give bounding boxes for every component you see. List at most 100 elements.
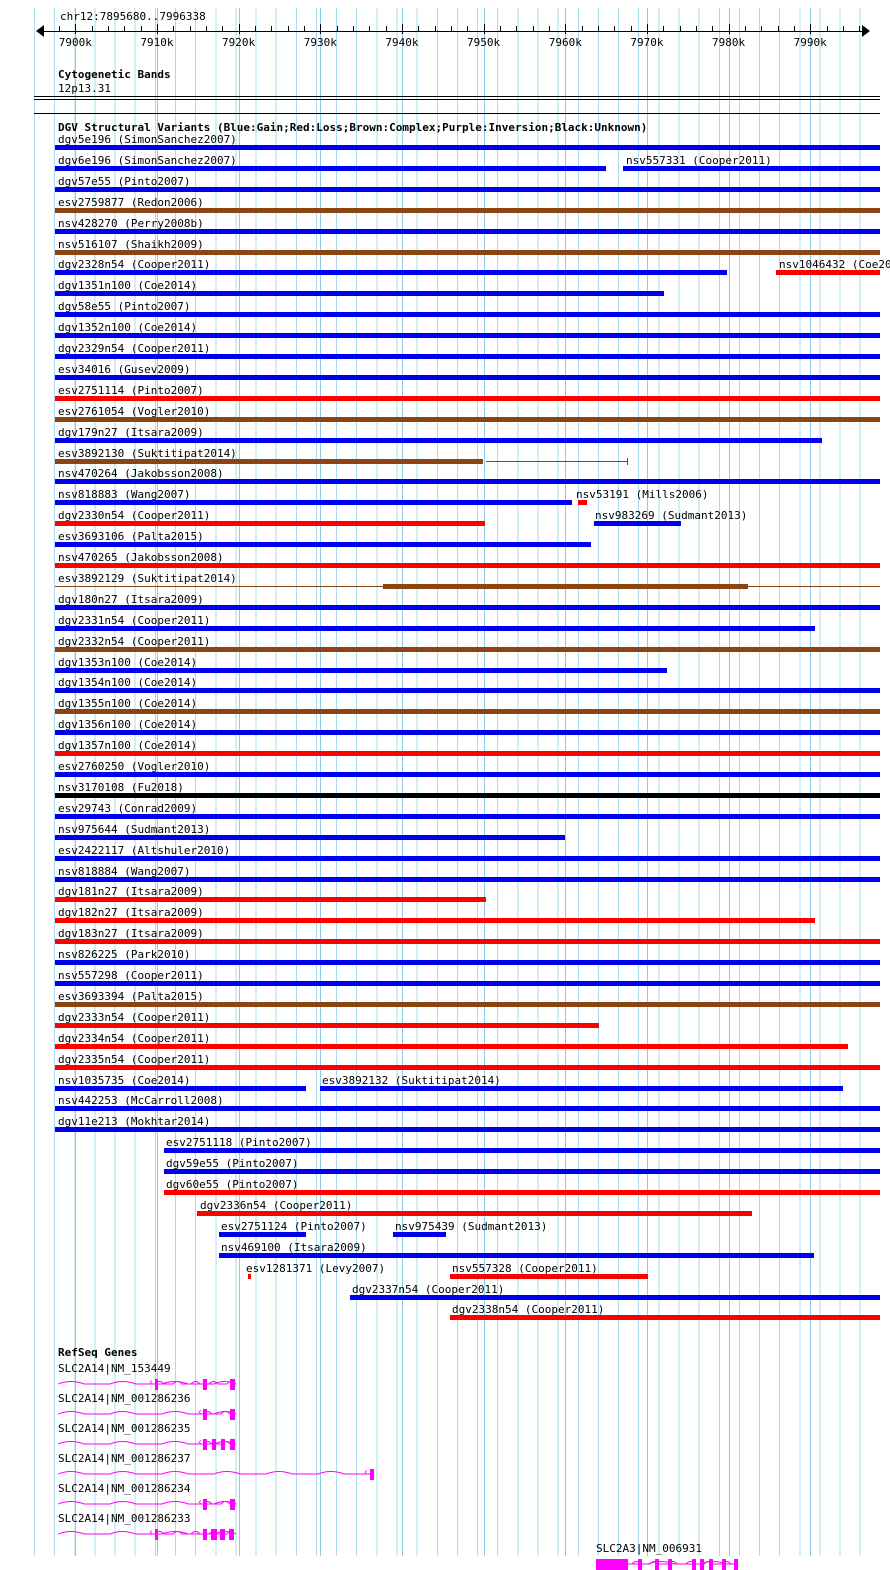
variant-bar[interactable] <box>55 563 880 568</box>
gene-exon[interactable] <box>722 1559 726 1570</box>
variant-bar[interactable] <box>55 1085 306 1091</box>
variant-bar[interactable] <box>55 939 880 945</box>
variant-bar[interactable] <box>55 1043 848 1049</box>
gene-exon[interactable] <box>211 1529 217 1540</box>
variant-bar[interactable] <box>55 876 880 882</box>
variant-bar[interactable] <box>55 416 880 422</box>
variant-bar[interactable] <box>55 604 880 610</box>
gene-exon[interactable] <box>230 1439 235 1450</box>
variant-bar[interactable] <box>55 270 727 276</box>
gene-exon[interactable] <box>155 1379 158 1390</box>
variant-bar[interactable] <box>55 730 880 736</box>
gene-exon[interactable] <box>230 1499 235 1510</box>
gene-exon[interactable] <box>203 1439 207 1450</box>
axis-minor-tick <box>173 26 175 32</box>
variant-bar[interactable] <box>55 228 880 234</box>
variant-bar[interactable] <box>55 813 880 819</box>
variant-bar[interactable] <box>450 1273 648 1279</box>
variant-bar[interactable] <box>219 1231 306 1237</box>
variant-bar[interactable] <box>55 165 606 171</box>
variant-bar[interactable] <box>55 625 815 631</box>
variant-bar[interactable] <box>55 542 591 548</box>
variant-bar[interactable] <box>55 145 880 150</box>
gene-exon[interactable] <box>709 1559 713 1570</box>
variant-bar[interactable] <box>55 500 572 506</box>
variant-bar[interactable] <box>55 207 880 213</box>
gene-exon[interactable] <box>370 1469 374 1480</box>
gene-exon[interactable] <box>596 1559 628 1570</box>
axis-tick-label: 7940k <box>385 36 419 49</box>
variant-label: dgv2334n54 (Cooper2011) <box>58 1031 211 1045</box>
variant-bar[interactable] <box>55 479 880 485</box>
variant-bar[interactable] <box>578 500 587 506</box>
variant-bar[interactable] <box>55 458 483 464</box>
variant-bar[interactable] <box>55 1001 880 1007</box>
gene-exon[interactable] <box>229 1529 234 1540</box>
variant-bar[interactable] <box>55 960 880 966</box>
gene-exon[interactable] <box>203 1379 207 1390</box>
variant-bar[interactable] <box>164 1169 880 1175</box>
gene-exon[interactable] <box>700 1559 704 1570</box>
variant-bar[interactable] <box>393 1231 446 1237</box>
variant-bar[interactable] <box>776 270 880 276</box>
variant-bar[interactable] <box>55 437 822 443</box>
gene-exon[interactable] <box>155 1529 158 1540</box>
variant-bar[interactable] <box>55 709 880 715</box>
variant-bar[interactable] <box>55 521 485 527</box>
gene-exon[interactable] <box>220 1529 225 1540</box>
axis-tick-label: 7950k <box>467 36 501 49</box>
variant-bar[interactable] <box>55 395 880 401</box>
locus-label: chr12:7895680..7996338 <box>60 10 206 23</box>
variant-bar[interactable] <box>55 1022 599 1028</box>
variant-bar[interactable] <box>164 1190 880 1195</box>
gene-exon[interactable] <box>212 1439 216 1450</box>
axis-minor-tick <box>761 26 763 32</box>
variant-bar[interactable] <box>164 1148 880 1154</box>
variant-bar[interactable] <box>55 312 880 318</box>
variant-bar[interactable] <box>55 897 486 903</box>
variant-bar[interactable] <box>55 981 880 986</box>
gene-exon[interactable] <box>668 1559 672 1570</box>
gene-exon[interactable] <box>638 1559 642 1570</box>
variant-bar[interactable] <box>55 249 880 255</box>
variant-bar[interactable] <box>55 354 880 359</box>
variant-bar[interactable] <box>55 688 880 694</box>
variant-bar[interactable] <box>55 1064 880 1070</box>
variant-bar[interactable] <box>55 667 667 673</box>
gene-exon[interactable] <box>230 1409 235 1420</box>
variant-bar[interactable] <box>450 1315 880 1321</box>
variant-bar[interactable] <box>55 186 880 192</box>
variant-bar[interactable] <box>55 1106 880 1112</box>
variant-bar[interactable] <box>55 333 880 339</box>
variant-bar[interactable] <box>55 772 880 777</box>
variant-bar[interactable] <box>55 792 880 798</box>
variant-bar[interactable] <box>383 583 748 589</box>
variant-bar[interactable] <box>55 1127 880 1133</box>
variant-bar[interactable] <box>248 1273 251 1279</box>
gene-exon[interactable] <box>221 1439 225 1450</box>
gene-exon[interactable] <box>230 1379 235 1390</box>
gene-exon[interactable] <box>203 1409 207 1420</box>
variant-bar[interactable] <box>55 751 880 757</box>
variant-bar[interactable] <box>55 834 565 840</box>
gene-exon[interactable] <box>655 1559 659 1570</box>
variant-end-tick <box>627 457 628 465</box>
variant-bar[interactable] <box>55 855 880 861</box>
gene-label: SLC2A14|NM_001286234 <box>58 1482 191 1495</box>
axis-minor-tick <box>450 26 452 32</box>
variant-bar[interactable] <box>55 918 815 924</box>
variant-bar[interactable] <box>219 1252 814 1258</box>
variant-label: nsv826225 (Park2010) <box>58 948 191 962</box>
gene-exon[interactable] <box>734 1559 738 1570</box>
variant-bar[interactable] <box>320 1085 843 1091</box>
gene-exon[interactable] <box>203 1499 207 1510</box>
variant-bar[interactable] <box>55 291 664 297</box>
variant-bar[interactable] <box>197 1210 752 1216</box>
variant-bar[interactable] <box>55 374 880 380</box>
gene-exon[interactable] <box>692 1559 696 1570</box>
gene-exon[interactable] <box>203 1529 207 1540</box>
variant-bar[interactable] <box>55 646 880 652</box>
variant-bar[interactable] <box>350 1294 880 1300</box>
variant-bar[interactable] <box>594 521 681 527</box>
variant-bar[interactable] <box>623 165 880 171</box>
